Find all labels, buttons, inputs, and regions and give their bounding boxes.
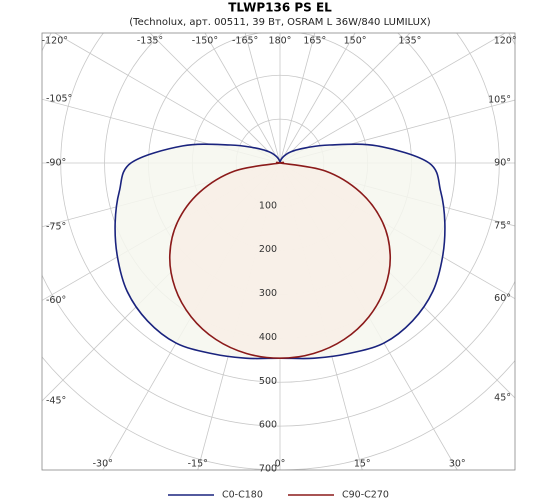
- legend-label: C90-C270: [342, 490, 389, 501]
- r-tick-label: 300: [259, 288, 277, 299]
- r-tick-label: 700: [259, 464, 277, 475]
- angle-label: 30°: [449, 459, 466, 470]
- angle-label: -45°: [46, 396, 66, 407]
- frame: [41, 32, 516, 471]
- angle-label: -120°: [42, 36, 68, 47]
- angle-label: -150°: [192, 36, 218, 47]
- angle-label: -30°: [93, 459, 113, 470]
- angle-label: 135°: [399, 36, 422, 47]
- chart-subtitle: (Technolux, арт. 00511, 39 Вт, OSRAM L 3…: [129, 17, 431, 28]
- grid-ray: [54, 33, 281, 164]
- r-tick-label: 500: [259, 376, 277, 387]
- angle-label: -135°: [137, 36, 163, 47]
- grid-ray: [279, 33, 316, 164]
- angle-label: -15°: [188, 459, 208, 470]
- grid-ray: [279, 33, 411, 164]
- r-tick-label: 600: [259, 420, 277, 431]
- angle-label: 120°: [494, 36, 517, 47]
- angle-label: 0°: [275, 459, 286, 470]
- angle-label: -105°: [46, 94, 72, 105]
- angle-label: 15°: [354, 459, 371, 470]
- angle-label: -75°: [46, 221, 66, 232]
- angle-label: -60°: [46, 295, 66, 306]
- r-tick-label: 100: [259, 200, 277, 211]
- legend-label: C0-C180: [222, 490, 263, 501]
- angle-label: 75°: [494, 220, 511, 231]
- angle-label: 180°: [269, 36, 292, 47]
- r-tick-label: 200: [259, 244, 277, 255]
- grid-ray: [204, 33, 281, 164]
- angle-label: 60°: [494, 293, 511, 304]
- chart-title: TLWP136 PS EL: [228, 1, 332, 15]
- angle-label: -90°: [46, 158, 66, 169]
- grid-ray: [244, 33, 281, 164]
- angle-label: 150°: [344, 36, 367, 47]
- grid-ray: [279, 33, 356, 164]
- labels: -165° -150° -135° -120° -105° -90° -75° -60° -45…: [42, 36, 517, 475]
- curve-1: [168, 161, 392, 359]
- angle-label: 105°: [488, 95, 511, 106]
- angle-label: 90°: [494, 158, 511, 169]
- r-tick-label: 400: [259, 332, 277, 343]
- grid-ray: [149, 33, 281, 164]
- angle-label: 165°: [303, 36, 326, 47]
- angle-label: -165°: [232, 36, 258, 47]
- grid-ray: [279, 33, 506, 164]
- plot-area: [42, 33, 515, 470]
- angle-label: 45°: [494, 393, 511, 404]
